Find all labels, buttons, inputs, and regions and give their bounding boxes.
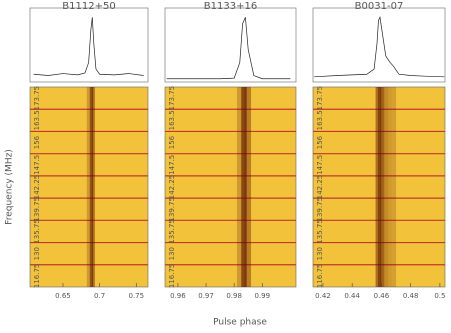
y-tick-label: 135.75 xyxy=(316,219,324,244)
y-tick-label: 116.75 xyxy=(316,264,324,289)
y-tick-label: 130 xyxy=(33,247,41,260)
x-tick-label: 0.48 xyxy=(403,292,419,300)
y-tick-label: 135.75 xyxy=(168,219,176,244)
y-tick-label: 173.75 xyxy=(168,86,176,111)
profile-line xyxy=(166,17,291,80)
profile-line xyxy=(314,16,445,78)
y-tick-label: 116.75 xyxy=(168,264,176,289)
y-tick-label: 139.75 xyxy=(316,197,324,222)
pulse-stripe xyxy=(387,87,392,287)
x-tick-label: 0.42 xyxy=(315,292,331,300)
y-tick-label: 130 xyxy=(168,247,176,260)
y-tick-label: 163.5 xyxy=(168,110,176,130)
x-tick-label: 0.97 xyxy=(198,292,214,300)
x-tick-label: 0.44 xyxy=(344,292,360,300)
pulse-stripe xyxy=(236,87,242,287)
x-tick-label: 0.65 xyxy=(55,292,71,300)
y-tick-label: 139.75 xyxy=(33,197,41,222)
pulse-stripe xyxy=(86,87,90,287)
y-tick-label: 135.75 xyxy=(33,219,41,244)
y-tick-label: 173.75 xyxy=(33,86,41,111)
y-tick-label: 173.75 xyxy=(316,86,324,111)
x-tick-label: 0.98 xyxy=(226,292,242,300)
panel-title: B1112+50 xyxy=(62,1,115,12)
y-tick-label: 130 xyxy=(316,247,324,260)
spectrum-background xyxy=(164,86,297,288)
pulse-stripe xyxy=(246,87,252,287)
profile-frame xyxy=(164,7,297,83)
spectrum-background xyxy=(29,86,149,288)
pulse-stripe xyxy=(381,87,385,287)
dynamic-spectrum xyxy=(29,86,149,288)
pulse-stripe xyxy=(379,87,382,287)
profile-frame xyxy=(29,7,149,83)
y-tick-label: 116.75 xyxy=(33,264,41,289)
y-tick-label: 139.75 xyxy=(168,197,176,222)
dynamic-spectrum xyxy=(164,86,297,288)
panel-title: B0031-07 xyxy=(355,1,404,12)
y-tick-label: 147.5 xyxy=(316,155,324,175)
x-tick-label: 0.75 xyxy=(128,292,144,300)
pulse-stripe xyxy=(243,87,247,287)
dynamic-spectrum xyxy=(312,86,446,288)
panel-title: B1133+16 xyxy=(204,1,257,12)
y-tick-label: 156 xyxy=(316,135,324,149)
y-tick-label: 163.5 xyxy=(33,110,41,130)
profile-line xyxy=(33,17,144,76)
x-tick-label: 0.5 xyxy=(434,292,445,300)
pulse-stripe xyxy=(91,87,94,287)
y-tick-label: 142.25 xyxy=(316,175,324,200)
y-tick-label: 156 xyxy=(168,135,176,149)
pulse-stripe xyxy=(391,87,397,287)
x-tick-label: 0.99 xyxy=(254,292,270,300)
pulse-stripe xyxy=(93,87,95,287)
x-tick-label: 0.96 xyxy=(170,292,186,300)
x-tick-label: 0.7 xyxy=(94,292,105,300)
y-tick-label: 163.5 xyxy=(316,110,324,130)
y-tick-label: 142.25 xyxy=(168,175,176,200)
y-tick-label: 147.5 xyxy=(168,155,176,175)
pulse-stripe xyxy=(377,87,380,287)
pulse-stripe xyxy=(89,87,92,287)
pulse-stripe xyxy=(375,87,378,287)
x-axis-label: Pulse phase xyxy=(213,318,267,328)
x-tick-label: 0.46 xyxy=(374,292,390,300)
pulse-stripe xyxy=(384,87,388,287)
y-tick-label: 147.5 xyxy=(33,155,41,175)
y-tick-label: 156 xyxy=(33,135,41,149)
pulse-stripe xyxy=(241,87,244,287)
y-tick-label: 142.25 xyxy=(33,175,41,200)
y-axis-label: Frequency (MHz) xyxy=(5,149,15,225)
profile-frame xyxy=(312,7,446,83)
